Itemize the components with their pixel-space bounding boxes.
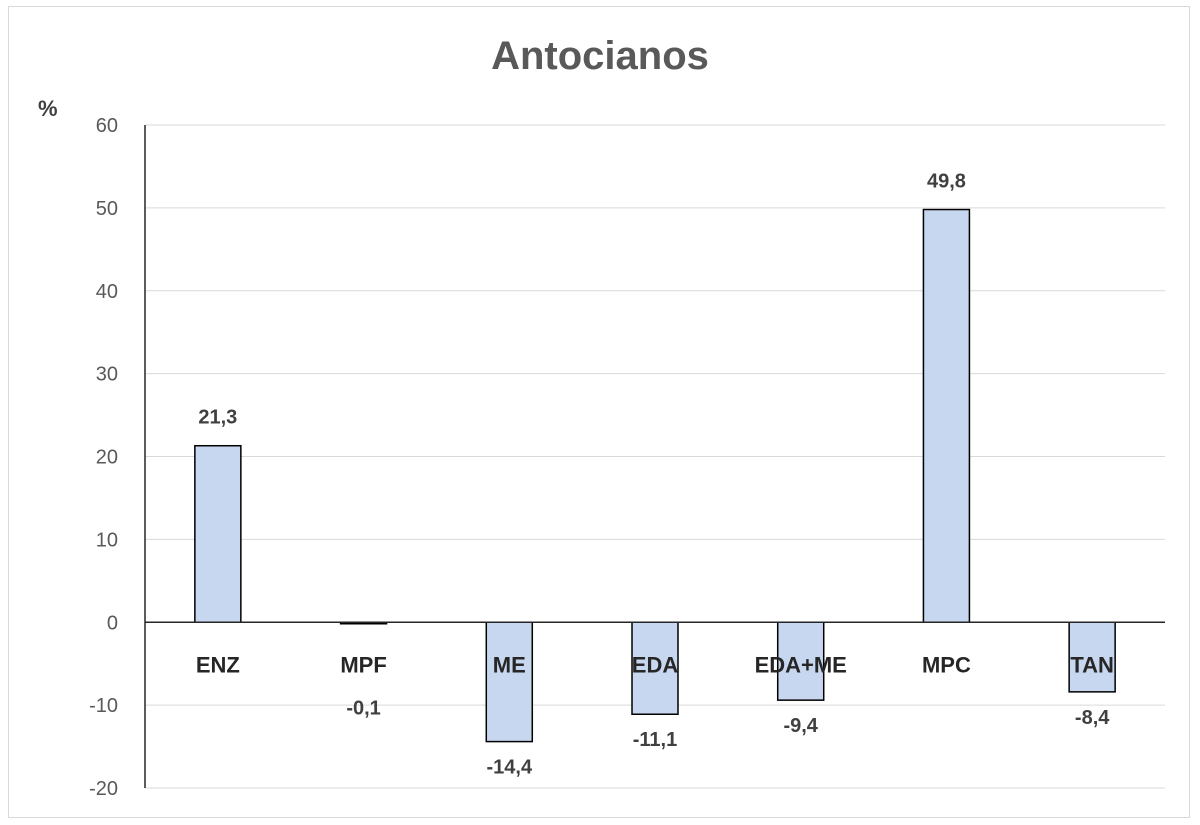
category-label: EDA [632, 652, 679, 677]
bar-enz [194, 444, 242, 623]
category-label: TAN [1070, 652, 1114, 677]
y-tick-label: 10 [96, 529, 118, 551]
y-tick-label: 20 [96, 447, 118, 469]
data-label: -9,4 [783, 715, 818, 737]
bar-mpc [922, 208, 971, 623]
data-label: 49,8 [927, 171, 966, 193]
category-label: ME [493, 652, 526, 677]
chart-title: Antocianos [491, 34, 709, 78]
data-label: 21,3 [198, 407, 237, 429]
category-label: MPF [340, 652, 386, 677]
category-label: ENZ [196, 652, 240, 677]
chart-frame [8, 6, 1190, 818]
y-axis-unit-label: % [38, 96, 58, 121]
category-label: EDA+ME [755, 652, 847, 677]
y-tick-label: 30 [96, 364, 118, 386]
data-label: -14,4 [486, 757, 532, 779]
data-label: -0,1 [346, 697, 380, 719]
bar-me [485, 621, 534, 743]
bar-eda [631, 621, 679, 715]
y-tick-label: 0 [107, 612, 118, 634]
y-tick-label: 40 [96, 281, 118, 303]
y-tick-label: -10 [89, 695, 118, 717]
category-label: MPC [922, 652, 971, 677]
y-tick-label: 60 [96, 115, 118, 137]
bar-tan [1068, 621, 1116, 693]
y-tick-label: -20 [89, 778, 118, 800]
data-label: -11,1 [633, 729, 677, 751]
bar-eda-me [776, 621, 825, 701]
data-label: -8,4 [1075, 707, 1110, 729]
y-tick-label: 50 [96, 198, 118, 220]
